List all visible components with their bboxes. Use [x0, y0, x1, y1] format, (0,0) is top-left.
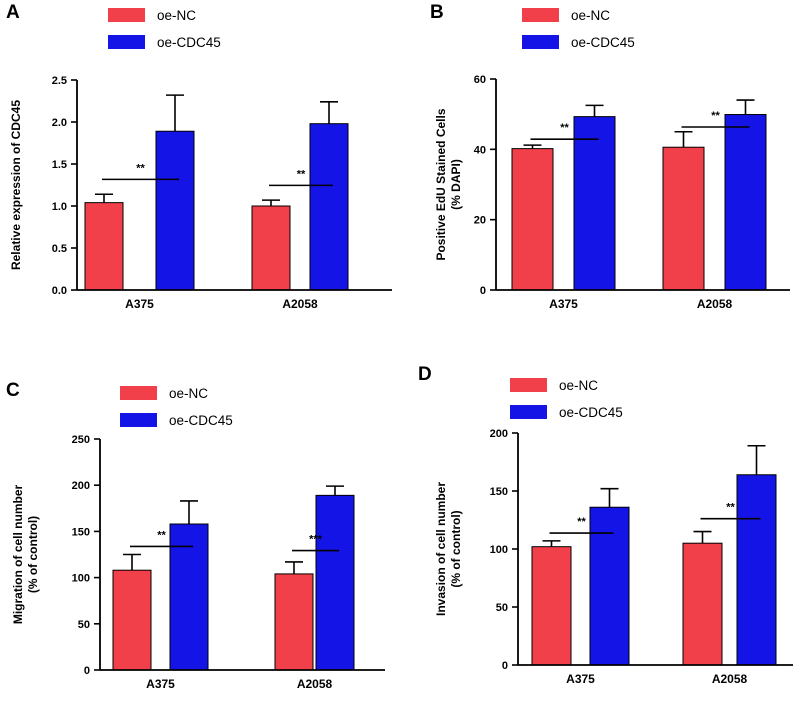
legend-swatch-oe-nc: [510, 378, 547, 392]
significance-label: **: [577, 516, 586, 528]
y-tick-label: 20: [474, 215, 486, 227]
panel-letter: A: [6, 2, 20, 23]
legend-swatch-oe-cdc45: [120, 413, 157, 427]
category-label: A375: [549, 297, 578, 311]
bar: [573, 116, 616, 291]
panel-letter: D: [418, 364, 432, 385]
category-label: A2058: [712, 672, 748, 686]
panel-letter: B: [430, 2, 444, 23]
legend-label-oe-nc: oe-NC: [559, 378, 598, 393]
y-tick-label: 0: [480, 285, 486, 297]
bar: [315, 494, 355, 671]
y-tick-label: 50: [496, 602, 508, 614]
category-label: A2058: [297, 677, 333, 691]
category-label: A375: [146, 677, 175, 691]
y-tick-label: 250: [72, 434, 90, 446]
significance-label: **: [297, 168, 306, 180]
legend-swatch-oe-cdc45: [108, 35, 145, 49]
legend-label-oe-cdc45: oe-CDC45: [169, 413, 233, 428]
y-axis-label: (% DAPI): [449, 159, 463, 210]
significance-label: **: [157, 529, 166, 541]
significance-label: **: [560, 122, 569, 134]
y-tick-label: 150: [490, 486, 508, 498]
legend-label-oe-cdc45: oe-CDC45: [157, 35, 221, 50]
significance-label: ***: [309, 534, 323, 546]
bar: [736, 474, 777, 666]
significance-label: **: [136, 162, 145, 174]
y-tick-label: 60: [474, 74, 486, 86]
y-axis-label: Invasion of cell number: [434, 482, 448, 616]
category-label: A375: [125, 297, 154, 311]
y-tick-label: 1.0: [52, 201, 67, 213]
bar: [531, 546, 572, 666]
y-tick-label: 0: [84, 665, 90, 677]
y-tick-label: 2.0: [52, 117, 67, 129]
legend-label-oe-nc: oe-NC: [169, 386, 208, 401]
y-tick-label: 2.5: [52, 75, 67, 87]
y-axis-label: Relative expression of CDC45: [9, 100, 23, 270]
panel-letter: C: [6, 380, 20, 401]
legend-label-oe-nc: oe-NC: [571, 8, 610, 23]
significance-label: **: [711, 110, 720, 122]
bar: [251, 205, 291, 291]
bar: [155, 130, 195, 291]
legend-label-oe-nc: oe-NC: [157, 8, 196, 23]
y-tick-label: 50: [78, 619, 90, 631]
bar: [662, 146, 705, 291]
legend-swatch-oe-nc: [108, 8, 145, 22]
bar: [682, 542, 723, 666]
bar: [589, 506, 630, 666]
y-axis-label: Positive EdU Stained Cells: [434, 108, 448, 260]
bar: [84, 202, 124, 291]
legend-label-oe-cdc45: oe-CDC45: [559, 405, 623, 420]
y-tick-label: 100: [490, 544, 508, 556]
y-tick-label: 0.0: [52, 285, 67, 297]
y-tick-label: 40: [474, 144, 486, 156]
bar: [511, 148, 554, 291]
y-tick-label: 150: [72, 526, 90, 538]
category-label: A375: [566, 672, 595, 686]
panel-d: Doe-NC oe-CDC45 ** A375 ** A2058 0 50 100 150 200 I…: [418, 364, 793, 686]
bar: [112, 569, 152, 671]
y-tick-label: 0: [502, 660, 508, 672]
y-tick-label: 1.5: [52, 159, 67, 171]
y-tick-label: 200: [490, 428, 508, 440]
y-tick-label: 200: [72, 480, 90, 492]
bar: [169, 523, 209, 671]
category-label: A2058: [282, 297, 318, 311]
category-label: A2058: [697, 297, 733, 311]
y-axis-label: Migration of cell number: [11, 485, 25, 625]
y-tick-label: 0.5: [52, 243, 67, 255]
legend-swatch-oe-cdc45: [522, 35, 559, 49]
legend-swatch-oe-nc: [522, 8, 559, 22]
bar: [724, 114, 767, 291]
bar: [274, 573, 314, 671]
significance-label: **: [726, 502, 735, 514]
bar: [309, 123, 349, 291]
legend-swatch-oe-nc: [120, 386, 157, 400]
legend-swatch-oe-cdc45: [510, 405, 547, 419]
legend-label-oe-cdc45: oe-CDC45: [571, 35, 635, 50]
y-axis-label: (% of control): [26, 516, 40, 593]
y-tick-label: 100: [72, 573, 90, 585]
y-axis-label: (% of control): [449, 510, 463, 587]
